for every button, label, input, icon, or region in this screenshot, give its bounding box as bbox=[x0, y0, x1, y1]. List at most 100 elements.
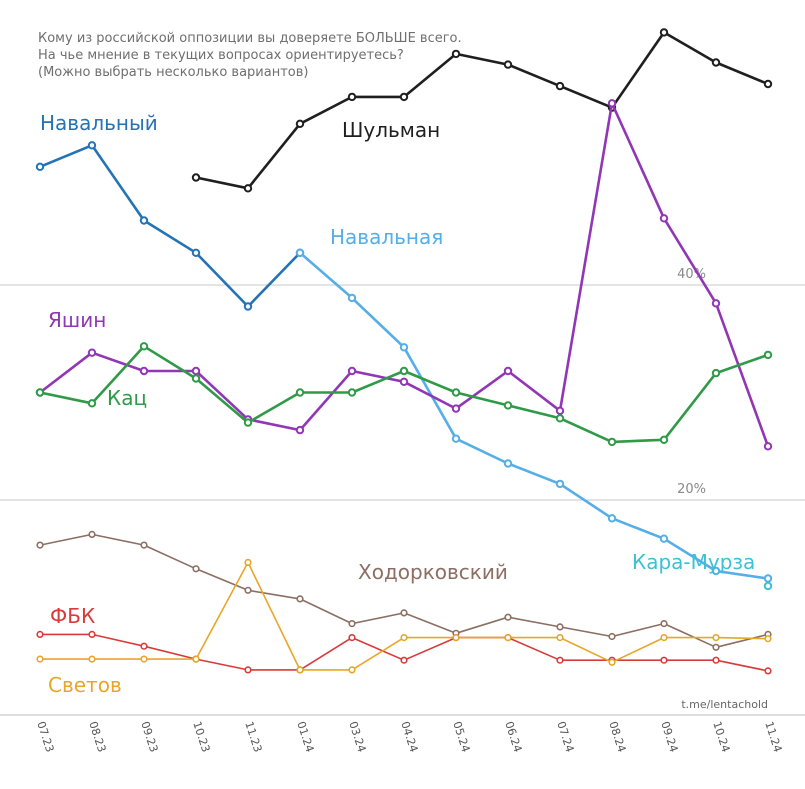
series-4-point-4 bbox=[243, 418, 253, 427]
series-4-point-2 bbox=[139, 342, 149, 351]
series-3-point-5 bbox=[295, 425, 305, 435]
series-7-point-12 bbox=[660, 656, 668, 664]
series-0-point-13 bbox=[711, 58, 721, 67]
series-8-point-0 bbox=[36, 655, 44, 663]
series-7-point-10 bbox=[556, 656, 564, 664]
series-8-point-8 bbox=[452, 633, 460, 642]
series-label-navalnaya: Навальная bbox=[330, 225, 443, 249]
series-1-point-4 bbox=[243, 302, 253, 311]
series-2-line-0 bbox=[299, 251, 769, 580]
series-6-point-7 bbox=[400, 609, 408, 617]
series-4-point-6 bbox=[347, 388, 357, 397]
series-lines bbox=[35, 28, 773, 675]
series-2-point-13 bbox=[711, 566, 721, 576]
series-4-point-1 bbox=[87, 399, 97, 408]
x-tick-label-14: 11.24 bbox=[762, 720, 784, 754]
series-6-point-11 bbox=[608, 632, 616, 641]
series-3-point-7 bbox=[399, 377, 409, 386]
series-2-point-11 bbox=[607, 514, 617, 523]
series-0-point-5 bbox=[295, 119, 305, 129]
series-6-point-3 bbox=[192, 565, 200, 573]
series-8-point-11 bbox=[608, 658, 616, 666]
series-3-point-14 bbox=[763, 442, 773, 451]
series-0-point-3 bbox=[191, 173, 201, 182]
gridline-label-40: 40% bbox=[677, 267, 706, 282]
series-8-point-14 bbox=[764, 635, 772, 643]
series-label-fbk: ФБК bbox=[50, 604, 95, 628]
x-tick-label-2: 09.23 bbox=[138, 720, 160, 754]
series-2-point-10 bbox=[555, 479, 565, 489]
series-6-point-0 bbox=[36, 541, 44, 549]
series-4-point-8 bbox=[451, 388, 461, 397]
series-1-point-0 bbox=[35, 162, 45, 172]
series-2-point-14 bbox=[763, 574, 773, 583]
series-8-point-1 bbox=[88, 655, 96, 663]
series-0-point-10 bbox=[555, 81, 565, 91]
title-line-1: Кому из российской оппозиции вы доверяет… bbox=[38, 31, 462, 46]
series-6-point-9 bbox=[504, 613, 512, 621]
title-line-2: На чье мнение в текущих вопросах ориенти… bbox=[38, 48, 404, 63]
series-1-point-2 bbox=[139, 216, 149, 225]
series-8-point-5 bbox=[296, 666, 304, 674]
series-6-point-1 bbox=[88, 530, 96, 539]
gridlines: 20% 40% bbox=[0, 267, 805, 501]
series-label-kats: Кац bbox=[107, 386, 147, 410]
series-label-svetov: Светов bbox=[48, 673, 122, 697]
series-7-point-13 bbox=[712, 656, 720, 664]
series-4-point-13 bbox=[711, 368, 721, 378]
series-3-point-8 bbox=[451, 404, 461, 413]
series-0-point-4 bbox=[243, 184, 253, 193]
series-4-point-0 bbox=[35, 388, 45, 397]
series-6-point-4 bbox=[244, 586, 252, 594]
series-8 bbox=[36, 558, 772, 674]
x-tick-label-1: 08.23 bbox=[86, 720, 108, 754]
series-0-point-7 bbox=[399, 92, 409, 102]
series-4-point-5 bbox=[295, 388, 305, 397]
title-line-3: (Можно выбрать несколько вариантов) bbox=[38, 65, 308, 80]
series-2-point-9 bbox=[503, 459, 513, 468]
series-8-point-10 bbox=[556, 633, 564, 642]
series-4-point-12 bbox=[659, 435, 669, 444]
x-tick-label-0: 07.23 bbox=[34, 720, 56, 754]
series-6-point-6 bbox=[348, 619, 356, 628]
series-4-point-9 bbox=[503, 401, 513, 410]
series-0-point-14 bbox=[763, 79, 773, 89]
series-7-point-4 bbox=[244, 666, 252, 674]
series-2-point-5 bbox=[295, 248, 305, 258]
x-tick-label-5: 01.24 bbox=[294, 720, 316, 754]
series-2-point-8 bbox=[451, 434, 461, 443]
series-4-point-11 bbox=[607, 437, 617, 447]
series-6-point-12 bbox=[660, 619, 668, 628]
series-labels: Шульман Навальный Навальная Яшин Кац Кар… bbox=[40, 111, 755, 697]
series-1-point-3 bbox=[191, 248, 201, 258]
series-0-line-0 bbox=[195, 31, 769, 190]
series-0-point-9 bbox=[503, 60, 513, 69]
series-0-point-6 bbox=[347, 92, 357, 102]
gridline-label-20: 20% bbox=[677, 482, 706, 497]
series-4-point-10 bbox=[555, 414, 565, 423]
series-7-point-1 bbox=[88, 630, 96, 639]
series-label-kara-murza: Кара-Мурза bbox=[632, 550, 755, 574]
series-2-point-6 bbox=[347, 293, 357, 303]
series-6-point-13 bbox=[712, 643, 720, 651]
series-4-point-7 bbox=[399, 366, 409, 376]
series-3-point-12 bbox=[659, 214, 669, 223]
series-6-point-2 bbox=[140, 541, 148, 549]
x-tick-label-7: 04.24 bbox=[398, 720, 420, 754]
series-2 bbox=[295, 248, 773, 583]
x-tick-label-4: 11.23 bbox=[242, 720, 264, 754]
series-3-point-13 bbox=[711, 299, 721, 308]
series-5 bbox=[763, 581, 773, 591]
series-8-point-4 bbox=[244, 558, 252, 567]
series-8-point-12 bbox=[660, 633, 668, 642]
x-tick-label-12: 09.24 bbox=[658, 720, 680, 754]
series-label-shulman: Шульман bbox=[342, 118, 440, 142]
x-tick-label-8: 05.24 bbox=[450, 720, 472, 754]
x-tick-label-6: 03.24 bbox=[346, 720, 368, 754]
x-tick-label-13: 10.24 bbox=[710, 720, 732, 754]
source-label: t.me/lentachold bbox=[681, 698, 768, 711]
series-0-point-12 bbox=[659, 28, 669, 37]
series-4 bbox=[35, 342, 773, 447]
series-8-point-9 bbox=[504, 633, 512, 642]
